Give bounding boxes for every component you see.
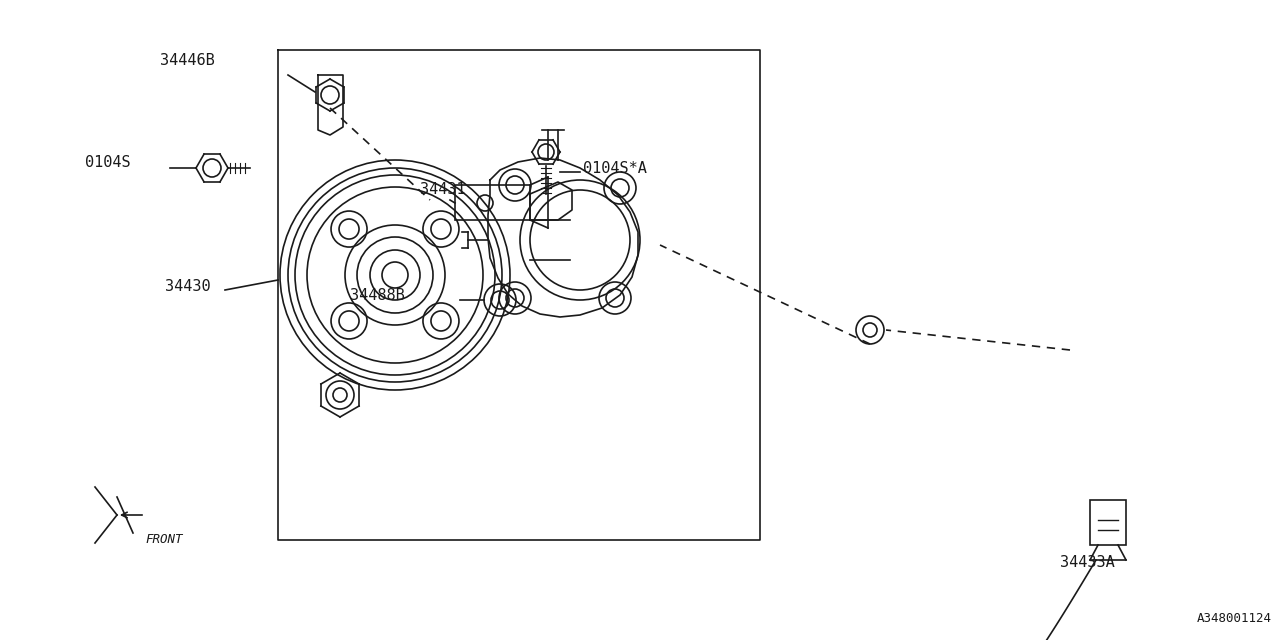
Text: FRONT: FRONT (145, 533, 183, 546)
Text: 34446B: 34446B (160, 53, 215, 68)
Text: 34431: 34431 (420, 182, 466, 197)
Bar (1091, 500, 1126, 545)
Text: 0104S*A: 0104S*A (582, 161, 646, 175)
Text: 34433A: 34433A (1060, 555, 1115, 570)
Bar (454, 185, 530, 220)
Text: 34488B: 34488B (351, 287, 404, 303)
Text: A348001124: A348001124 (1197, 612, 1272, 625)
Text: 0104S: 0104S (84, 154, 131, 170)
Text: 34430: 34430 (165, 278, 211, 294)
